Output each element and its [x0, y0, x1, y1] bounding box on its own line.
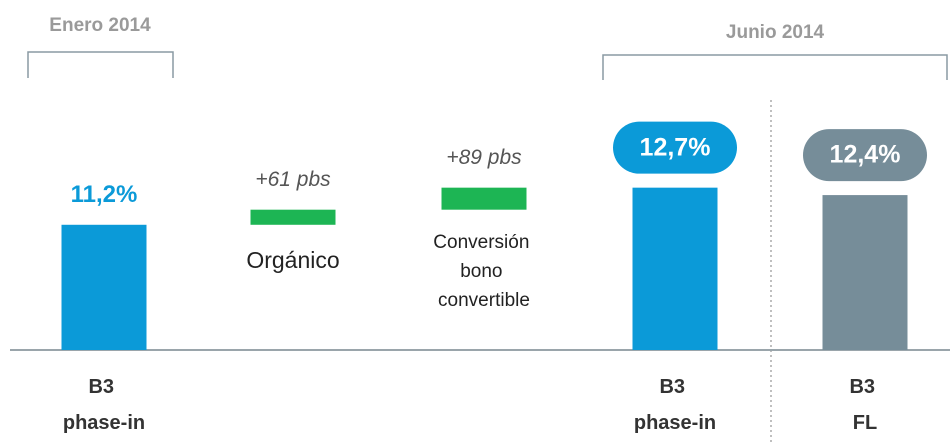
bar	[441, 187, 527, 210]
category-label: Conversión bono convertible	[433, 232, 534, 311]
value-label: 12,4%	[830, 141, 901, 169]
value-label: +89 pbs	[446, 146, 522, 169]
bar	[632, 187, 718, 350]
bar	[822, 195, 908, 350]
category-label: B3 FL	[849, 376, 880, 434]
period-label: Enero 2014	[49, 15, 151, 36]
bracket	[602, 54, 948, 80]
label-pill	[803, 129, 927, 182]
category-label: B3 phase-in	[634, 376, 716, 434]
period-label: Junio 2014	[726, 22, 825, 43]
bracket	[27, 51, 174, 78]
bar	[61, 224, 147, 350]
bar	[250, 209, 336, 225]
label-pill	[613, 121, 737, 174]
value-label: 12,7%	[640, 133, 711, 161]
value-label: 11,2%	[71, 181, 138, 208]
category-label: Orgánico	[246, 247, 339, 273]
category-label: B3 phase-in	[63, 376, 145, 434]
value-label: +61 pbs	[255, 168, 331, 191]
